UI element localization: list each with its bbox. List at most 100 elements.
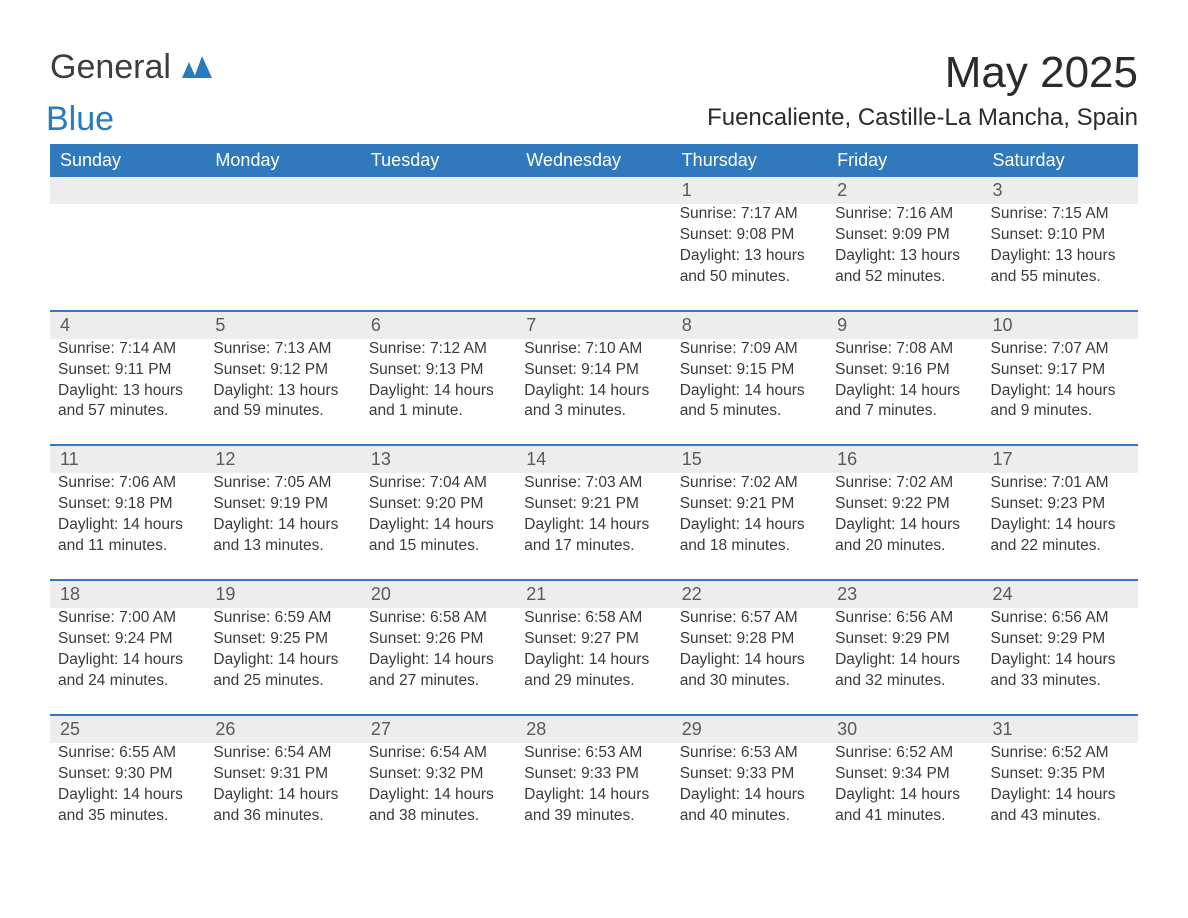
day1-line: Daylight: 14 hours bbox=[835, 785, 974, 806]
day-number: 12 bbox=[213, 446, 352, 473]
day-cell bbox=[516, 204, 671, 311]
sunset-line: Sunset: 9:34 PM bbox=[835, 764, 974, 785]
day-cell: Sunrise: 6:54 AMSunset: 9:32 PMDaylight:… bbox=[361, 743, 516, 849]
daynum-cell: 2 bbox=[827, 177, 982, 204]
sunset-line: Sunset: 9:29 PM bbox=[835, 629, 974, 650]
day1-line: Daylight: 14 hours bbox=[991, 515, 1130, 536]
daynum-cell: 21 bbox=[516, 580, 671, 608]
sunset-line: Sunset: 9:11 PM bbox=[58, 360, 197, 381]
day1-line: Daylight: 14 hours bbox=[369, 785, 508, 806]
sunrise-line: Sunrise: 7:15 AM bbox=[991, 204, 1130, 225]
day-number: 4 bbox=[58, 312, 197, 339]
daynum-cell: 23 bbox=[827, 580, 982, 608]
sunset-line: Sunset: 9:12 PM bbox=[213, 360, 352, 381]
day-number: 2 bbox=[835, 177, 974, 204]
day-cell: Sunrise: 6:53 AMSunset: 9:33 PMDaylight:… bbox=[516, 743, 671, 849]
daynum-cell: 11 bbox=[50, 445, 205, 473]
sunset-line: Sunset: 9:21 PM bbox=[524, 494, 663, 515]
daynum-row: 18192021222324 bbox=[50, 580, 1138, 608]
day2-line: and 30 minutes. bbox=[680, 671, 819, 692]
day-cell: Sunrise: 7:02 AMSunset: 9:22 PMDaylight:… bbox=[827, 473, 982, 580]
sunset-line: Sunset: 9:19 PM bbox=[213, 494, 352, 515]
day-number: 28 bbox=[524, 716, 663, 743]
day2-line: and 59 minutes. bbox=[213, 401, 352, 422]
col-saturday: Saturday bbox=[983, 144, 1138, 177]
day-number: 29 bbox=[680, 716, 819, 743]
day1-line: Daylight: 14 hours bbox=[58, 785, 197, 806]
daynum-cell: 28 bbox=[516, 715, 671, 743]
day1-line: Daylight: 14 hours bbox=[835, 650, 974, 671]
sunrise-line: Sunrise: 7:16 AM bbox=[835, 204, 974, 225]
day-number: 6 bbox=[369, 312, 508, 339]
day-number: 16 bbox=[835, 446, 974, 473]
day-number: 9 bbox=[835, 312, 974, 339]
daynum-row: 11121314151617 bbox=[50, 445, 1138, 473]
daynum-cell: 24 bbox=[983, 580, 1138, 608]
day-cell: Sunrise: 7:03 AMSunset: 9:21 PMDaylight:… bbox=[516, 473, 671, 580]
day-number: 25 bbox=[58, 716, 197, 743]
day1-line: Daylight: 14 hours bbox=[524, 515, 663, 536]
sunset-line: Sunset: 9:15 PM bbox=[680, 360, 819, 381]
sunset-line: Sunset: 9:33 PM bbox=[680, 764, 819, 785]
day2-line: and 15 minutes. bbox=[369, 536, 508, 557]
daynum-cell: 6 bbox=[361, 311, 516, 339]
sunrise-line: Sunrise: 7:17 AM bbox=[680, 204, 819, 225]
sunrise-line: Sunrise: 6:56 AM bbox=[991, 608, 1130, 629]
daynum-cell bbox=[50, 177, 205, 204]
day1-line: Daylight: 13 hours bbox=[835, 246, 974, 267]
sunrise-line: Sunrise: 6:52 AM bbox=[835, 743, 974, 764]
sunset-line: Sunset: 9:13 PM bbox=[369, 360, 508, 381]
daynum-cell: 12 bbox=[205, 445, 360, 473]
day-cell bbox=[361, 204, 516, 311]
day-number: 5 bbox=[213, 312, 352, 339]
sunset-line: Sunset: 9:10 PM bbox=[991, 225, 1130, 246]
day2-line: and 11 minutes. bbox=[58, 536, 197, 557]
sunrise-line: Sunrise: 7:12 AM bbox=[369, 339, 508, 360]
day2-line: and 27 minutes. bbox=[369, 671, 508, 692]
day1-line: Daylight: 13 hours bbox=[213, 381, 352, 402]
daynum-cell: 26 bbox=[205, 715, 360, 743]
day1-line: Daylight: 14 hours bbox=[991, 381, 1130, 402]
day1-line: Daylight: 14 hours bbox=[524, 785, 663, 806]
sunset-line: Sunset: 9:20 PM bbox=[369, 494, 508, 515]
col-sunday: Sunday bbox=[50, 144, 205, 177]
sunset-line: Sunset: 9:29 PM bbox=[991, 629, 1130, 650]
day2-line: and 38 minutes. bbox=[369, 806, 508, 827]
day2-line: and 3 minutes. bbox=[524, 401, 663, 422]
sunset-line: Sunset: 9:25 PM bbox=[213, 629, 352, 650]
sunset-line: Sunset: 9:21 PM bbox=[680, 494, 819, 515]
day-cell: Sunrise: 6:58 AMSunset: 9:27 PMDaylight:… bbox=[516, 608, 671, 715]
day1-line: Daylight: 14 hours bbox=[58, 515, 197, 536]
day2-line: and 29 minutes. bbox=[524, 671, 663, 692]
day-number: 17 bbox=[991, 446, 1130, 473]
day-number: 14 bbox=[524, 446, 663, 473]
sunrise-line: Sunrise: 7:02 AM bbox=[835, 473, 974, 494]
day2-line: and 24 minutes. bbox=[58, 671, 197, 692]
sunset-line: Sunset: 9:18 PM bbox=[58, 494, 197, 515]
day-cell: Sunrise: 7:15 AMSunset: 9:10 PMDaylight:… bbox=[983, 204, 1138, 311]
location: Fuencaliente, Castille-La Mancha, Spain bbox=[707, 104, 1138, 132]
day-cell: Sunrise: 6:58 AMSunset: 9:26 PMDaylight:… bbox=[361, 608, 516, 715]
day1-line: Daylight: 14 hours bbox=[680, 785, 819, 806]
day2-line: and 52 minutes. bbox=[835, 267, 974, 288]
logo-word1: General bbox=[50, 48, 171, 86]
day-number: 21 bbox=[524, 581, 663, 608]
day-cell: Sunrise: 6:52 AMSunset: 9:35 PMDaylight:… bbox=[983, 743, 1138, 849]
daynum-cell: 25 bbox=[50, 715, 205, 743]
daynum-cell bbox=[205, 177, 360, 204]
week-row: Sunrise: 7:14 AMSunset: 9:11 PMDaylight:… bbox=[50, 339, 1138, 446]
day2-line: and 41 minutes. bbox=[835, 806, 974, 827]
sunset-line: Sunset: 9:09 PM bbox=[835, 225, 974, 246]
daynum-cell: 10 bbox=[983, 311, 1138, 339]
sunrise-line: Sunrise: 7:13 AM bbox=[213, 339, 352, 360]
day1-line: Daylight: 14 hours bbox=[680, 650, 819, 671]
daynum-cell: 30 bbox=[827, 715, 982, 743]
day1-line: Daylight: 13 hours bbox=[680, 246, 819, 267]
day-cell: Sunrise: 7:10 AMSunset: 9:14 PMDaylight:… bbox=[516, 339, 671, 446]
day-number: 3 bbox=[991, 177, 1130, 204]
calendar-table: Sunday Monday Tuesday Wednesday Thursday… bbox=[50, 144, 1138, 848]
day1-line: Daylight: 14 hours bbox=[680, 381, 819, 402]
day-number: 30 bbox=[835, 716, 974, 743]
logo-mark-icon bbox=[182, 50, 212, 84]
logo-word2: Blue bbox=[46, 100, 114, 138]
